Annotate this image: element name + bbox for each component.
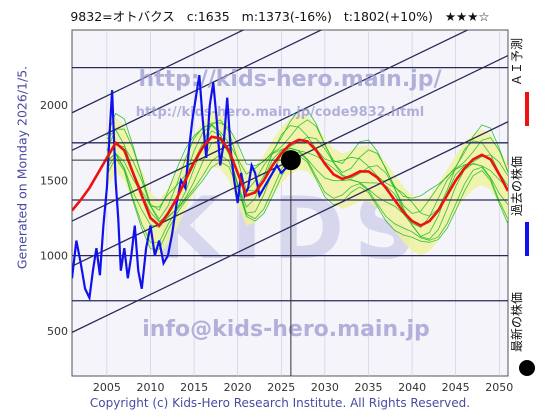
copyright-footer: Copyright (c) Kids-Hero Research Institu… [89, 396, 471, 410]
x-tick-label: 2005 [93, 381, 121, 394]
x-tick-label: 2050 [485, 381, 513, 394]
legend-latest-swatch [519, 360, 535, 376]
scenario-line [106, 151, 508, 243]
watermark-url-mid: http://kids-hero.main.jp/code9832.html [136, 105, 424, 120]
x-tick-label: 2025 [267, 381, 295, 394]
x-tick-label: 2020 [224, 381, 252, 394]
scenario-line [106, 119, 508, 217]
trend-line [72, 30, 323, 151]
x-tick-label: 2015 [180, 381, 208, 394]
watermark-url-top: http://kids-hero.main.jp/ [138, 67, 442, 92]
trend-line [72, 121, 508, 333]
current-price: c:1635 [186, 9, 230, 24]
trend-line [72, 30, 470, 222]
legend-ai-label: ＡＩ予測 [510, 38, 524, 86]
median-price: m:1373(-16%) [241, 9, 332, 24]
x-tick-label: 2040 [398, 381, 426, 394]
y-tick-label: 500 [47, 325, 68, 338]
legend-past-label: 過去の株価 [509, 156, 524, 216]
legend-latest-label: 最新の株価 [509, 292, 524, 352]
plot-area: KIDShttp://kids-hero.main.jp/http://kids… [72, 30, 508, 376]
chart-header: 9832=オトバクス c:1635 m:1373(-16%) t:1802(+1… [0, 6, 560, 25]
rating-stars: ★★★☆ [444, 9, 490, 24]
scenario-line [106, 119, 508, 220]
y-tick-label: 1000 [40, 250, 68, 263]
target-price: t:1802(+10%) [343, 9, 433, 24]
trend-line [72, 30, 245, 114]
y-tick-label: 1500 [40, 174, 68, 187]
x-tick-label: 2030 [311, 381, 339, 394]
x-tick-label: 2010 [136, 381, 164, 394]
x-tick-label: 2045 [442, 381, 470, 394]
ai-prediction-line [72, 135, 508, 228]
y-tick-label: 2000 [40, 99, 68, 112]
watermark-email: info@kids-hero.main.jp [142, 317, 430, 342]
x-tick-label: 2035 [354, 381, 382, 394]
latest-price-marker [280, 150, 301, 171]
scenario-line [106, 109, 508, 211]
ticker-label: 9832=オトバクス [70, 9, 175, 24]
